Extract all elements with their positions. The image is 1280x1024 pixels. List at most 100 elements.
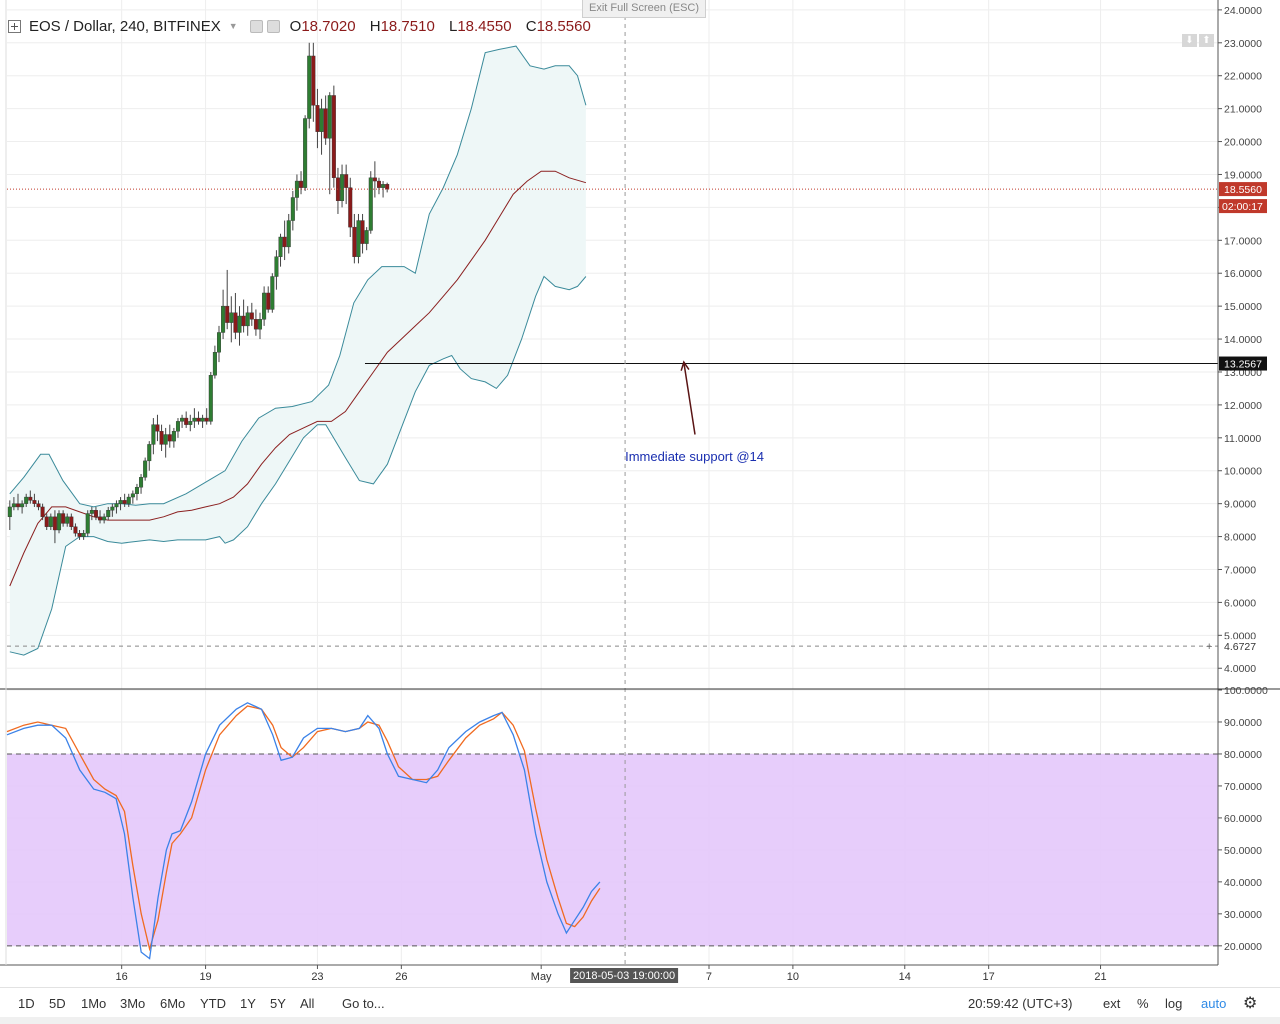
range-5y-button[interactable]: 5Y: [270, 996, 286, 1011]
candle-body: [319, 108, 324, 132]
log-scale-toggle[interactable]: log: [1165, 996, 1183, 1011]
arrow-down-icon[interactable]: ⬇: [1182, 34, 1197, 47]
candlesticks: [7, 42, 390, 544]
countdown-bg: [1219, 199, 1267, 214]
candle-body: [57, 513, 62, 531]
last-price-label-bg: [1219, 182, 1267, 197]
axis-price-labels: 18.5560 02:00:17 13.2567 4.6727 +2018-05-03 …: [570, 182, 1267, 983]
candle-body: [24, 496, 29, 504]
candle-body: [282, 236, 287, 248]
candle-body: [204, 417, 209, 422]
range-1mo-button[interactable]: 1Mo: [81, 996, 107, 1011]
candle-body: [48, 516, 53, 527]
candle-body: [315, 105, 320, 132]
symbol-title[interactable]: EOS / Dollar, 240, BITFINEX: [29, 17, 221, 35]
price-tick-label: 8.0000: [1224, 532, 1256, 544]
candle-body: [327, 95, 332, 139]
open-label: O: [289, 17, 302, 35]
candle-body: [356, 220, 361, 257]
clock-timezone[interactable]: 20:59:42 (UTC+3): [968, 996, 1073, 1011]
range-6mo-button[interactable]: 6Mo: [160, 996, 186, 1011]
candle-body: [381, 184, 386, 188]
stoch-tick-label: 60.0000: [1224, 813, 1262, 825]
candle-body: [61, 513, 66, 524]
stochastic-zone: [7, 753, 1218, 947]
candle-body: [155, 424, 160, 432]
candle-body: [249, 312, 254, 320]
candle-body: [110, 506, 115, 511]
candle-body: [98, 516, 103, 521]
candle-body: [36, 503, 41, 508]
price-tick-label: 9.0000: [1224, 499, 1256, 511]
time-tick-label: 16: [116, 971, 128, 983]
settings-icon[interactable]: [249, 19, 263, 33]
high-label: H: [369, 17, 381, 35]
candle-body: [44, 516, 49, 527]
candle-body: [331, 95, 336, 178]
gear-icon[interactable]: ⚙: [1243, 995, 1258, 1012]
candle-body: [311, 55, 316, 106]
range-1y-button[interactable]: 1Y: [240, 996, 256, 1011]
bottom-toolbar: 1D 5D 1Mo 3Mo 6Mo YTD 1Y 5Y All Go to...…: [0, 987, 1280, 1018]
range-3mo-button[interactable]: 3Mo: [120, 996, 146, 1011]
time-tick-label: 14: [899, 971, 911, 983]
price-tick-label: 16.0000: [1224, 268, 1262, 280]
range-ytd-button[interactable]: YTD: [200, 996, 226, 1011]
bollinger-upper-line: [9, 45, 587, 508]
candle-body: [106, 510, 111, 518]
candle-body: [7, 506, 12, 518]
close-icon[interactable]: [266, 19, 280, 33]
candle-body: [348, 187, 353, 228]
range-5d-button[interactable]: 5D: [49, 996, 66, 1011]
price-tick-label: 24.0000: [1224, 5, 1262, 17]
close-label: C: [525, 17, 537, 35]
stochastic-band-zone: [7, 753, 1218, 946]
candle-body: [118, 500, 123, 504]
stochastic-lines: [6, 702, 601, 960]
ext-hours-toggle[interactable]: ext: [1103, 996, 1121, 1011]
candle-body: [147, 444, 152, 462]
candle-body: [11, 503, 16, 508]
chart-canvas[interactable]: Immediate support @14 24.0000 23.0000 22.0…: [0, 0, 1280, 987]
range-1d-button[interactable]: 1D: [18, 996, 35, 1011]
low-label: L: [448, 17, 458, 35]
exit-fullscreen-button[interactable]: Exit Full Screen (ESC): [582, 0, 706, 18]
bollinger-lower-line: [9, 275, 587, 656]
price-tick-label: 21.0000: [1224, 104, 1262, 116]
goto-date-button[interactable]: Go to...: [342, 996, 385, 1011]
price-tick-label: 4.0000: [1224, 663, 1256, 675]
stoch-tick-label: 100.0000: [1224, 685, 1268, 697]
arrow-up-icon[interactable]: ⬆: [1199, 34, 1214, 47]
chevron-down-icon[interactable]: ▼: [228, 21, 238, 31]
candle-body: [69, 516, 74, 527]
range-all-button[interactable]: All: [300, 996, 315, 1011]
percent-scale-toggle[interactable]: %: [1137, 996, 1149, 1011]
low-value: 18.4550: [457, 17, 512, 35]
stoch-tick-label: 80.0000: [1224, 749, 1262, 761]
time-tick-label: May: [531, 971, 552, 983]
time-tick-label: 10: [787, 971, 799, 983]
support-price-label: 13.2567: [1224, 359, 1262, 371]
price-tick-label: 15.0000: [1224, 301, 1262, 313]
stochastic-k-line: [6, 702, 601, 960]
candle-body: [16, 503, 21, 508]
candle-body: [93, 510, 98, 518]
price-tick-label: 6.0000: [1224, 597, 1256, 609]
candle-body: [266, 292, 271, 310]
annotation-arrow: [683, 361, 696, 435]
candle-body: [278, 236, 283, 257]
candle-body: [340, 174, 345, 202]
bottom-strip: [0, 1017, 1280, 1024]
stoch-tick-label: 20.0000: [1224, 941, 1262, 953]
candle-body: [126, 496, 131, 504]
plus-square-icon[interactable]: [8, 19, 21, 33]
candle-body: [307, 55, 312, 119]
candle-body: [233, 312, 238, 333]
reference-lines: Immediate support @14: [7, 0, 1218, 965]
candle-body: [290, 197, 295, 221]
cursor-time-bg: [570, 968, 679, 983]
ohlc-readout: O18.7020 H18.7510 L18.4550 C18.5560: [290, 18, 601, 35]
candle-body: [139, 477, 144, 488]
auto-scale-toggle[interactable]: auto: [1201, 996, 1227, 1011]
candle-body: [368, 177, 373, 231]
